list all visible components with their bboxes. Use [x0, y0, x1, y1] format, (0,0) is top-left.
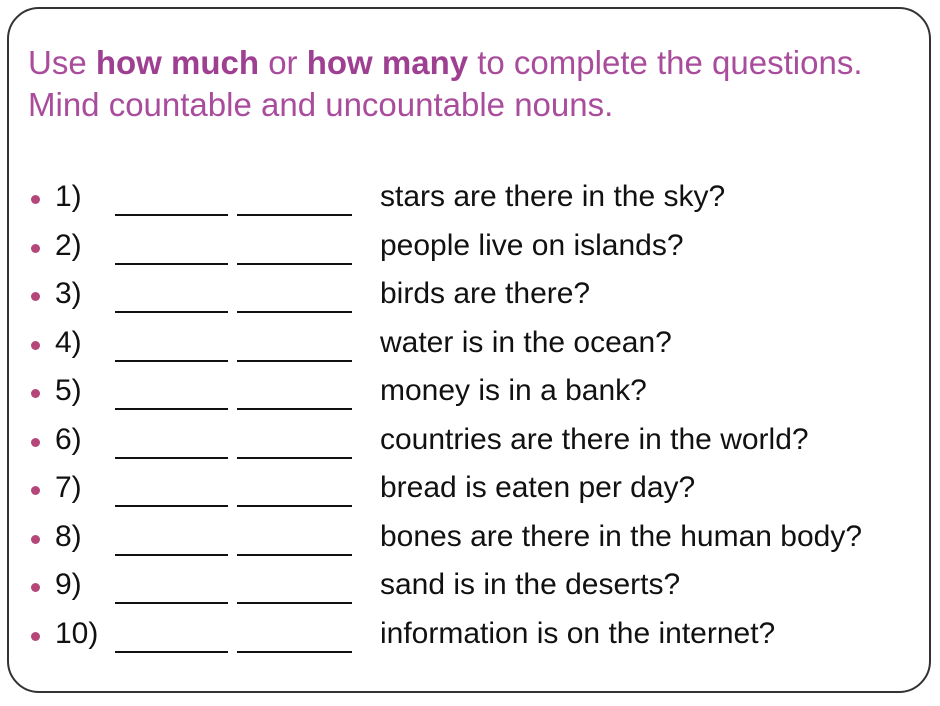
question-item: 4) water is in the ocean? [0, 326, 940, 375]
answer-blank-1 [115, 262, 228, 265]
question-text: bread is eaten per day? [380, 471, 696, 504]
bullet-icon [31, 389, 40, 398]
question-item: 7) bread is eaten per day? [0, 471, 940, 520]
answer-blank-1 [115, 650, 228, 653]
instruction-text: or [259, 44, 307, 81]
instruction-heading: Use how much or how many to complete the… [28, 42, 908, 126]
question-number: 2) [55, 228, 82, 262]
answer-blank-1 [115, 602, 228, 604]
question-item: 5) money is in a bank? [0, 374, 940, 423]
question-text: birds are there? [380, 277, 591, 310]
question-number: 4) [55, 325, 82, 359]
question-text: countries are there in the world? [380, 422, 809, 456]
question-item: 9) sand is in the deserts? [0, 568, 940, 617]
bullet-icon [31, 340, 40, 350]
question-text: people live on islands? [380, 228, 684, 262]
question-item: 3) birds are there? [0, 277, 940, 326]
answer-blank-2 [237, 553, 352, 556]
question-number: 7) [55, 471, 82, 504]
answer-blank-1 [115, 505, 228, 507]
question-text: stars are there in the sky? [380, 180, 726, 213]
question-item: 1) stars are there in the sky? [0, 180, 940, 229]
question-item: 2) people live on islands? [0, 229, 940, 278]
bullet-icon [31, 631, 40, 641]
answer-blank-1 [115, 553, 228, 556]
question-number: 9) [55, 568, 82, 601]
bullet-icon [31, 583, 40, 592]
answer-blank-2 [237, 505, 352, 507]
question-item: 10) information is on the internet? [0, 617, 940, 666]
answer-blank-2 [237, 602, 352, 604]
question-text: sand is in the deserts? [380, 568, 681, 601]
answer-blank-2 [237, 214, 352, 216]
question-number: 1) [55, 180, 82, 213]
instruction-bold-how-much: how much [95, 44, 260, 81]
instruction-text: Use [28, 44, 96, 81]
bullet-icon [31, 437, 40, 447]
question-number: 10) [55, 616, 99, 650]
answer-blank-1 [115, 311, 228, 313]
answer-blank-1 [115, 359, 228, 362]
question-text: information is on the internet? [380, 616, 776, 650]
answer-blank-2 [237, 311, 352, 313]
answer-blank-2 [237, 650, 352, 653]
question-list: 1) stars are there in the sky? 2) people… [0, 180, 940, 665]
answer-blank-1 [115, 214, 228, 216]
question-item: 8) bones are there in the human body? [0, 520, 940, 569]
bullet-icon [31, 292, 40, 301]
answer-blank-2 [237, 359, 352, 362]
instruction-bold-how-many: how many [306, 44, 469, 81]
bullet-icon [31, 486, 40, 495]
answer-blank-2 [237, 456, 352, 459]
slide-frame [7, 7, 931, 693]
question-number: 8) [55, 519, 82, 553]
bullet-icon [31, 243, 40, 253]
bullet-icon [31, 534, 40, 544]
question-text: bones are there in the human body? [380, 519, 863, 553]
question-text: money is in a bank? [380, 374, 647, 407]
answer-blank-2 [237, 408, 352, 410]
bullet-icon [31, 195, 40, 204]
question-text: water is in the ocean? [380, 325, 672, 359]
question-number: 3) [55, 277, 82, 310]
question-number: 5) [55, 374, 82, 407]
answer-blank-1 [115, 456, 228, 459]
question-item: 6) countries are there in the world? [0, 423, 940, 472]
answer-blank-2 [237, 262, 352, 265]
answer-blank-1 [115, 408, 228, 410]
question-number: 6) [55, 422, 82, 456]
instruction-text: to complete the questions. Mind countabl… [28, 44, 863, 123]
